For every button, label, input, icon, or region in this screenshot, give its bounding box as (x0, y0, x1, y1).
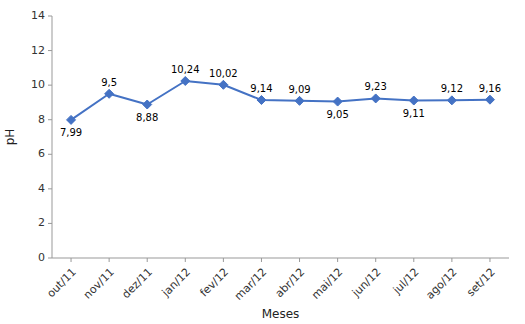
axes: 0 2 4 6 8 10 12 14 out/11nov/11dez/11jan/12fev/1… (31, 9, 509, 303)
data-label: 9,11 (403, 108, 425, 119)
plot-area (67, 76, 495, 124)
data-label: 9,12 (441, 83, 463, 94)
data-point (447, 96, 456, 105)
y-tick-label: 4 (38, 182, 45, 195)
x-tick (71, 258, 72, 262)
data-label: 9,23 (365, 81, 387, 92)
data-point (333, 97, 342, 106)
x-tick-label: jul/12 (390, 266, 422, 298)
y-tick (48, 85, 52, 86)
data-point (295, 96, 304, 105)
x-tick-label: abr/12 (273, 266, 308, 301)
data-label: 9,05 (326, 109, 348, 120)
x-tick-label: ago/12 (423, 266, 459, 302)
x-tick-label: mar/12 (232, 266, 269, 303)
data-labels: 7,99 9,5 8,88 10,24 10,02 9,14 9,09 9,05 9,23 9,1… (60, 64, 501, 138)
data-point (257, 96, 266, 105)
data-line (71, 81, 490, 120)
y-tick (48, 16, 52, 17)
y-tick-label: 2 (38, 216, 45, 229)
y-tick-label: 12 (31, 44, 45, 57)
data-label: 9,16 (479, 83, 501, 94)
data-point (485, 95, 494, 104)
x-tick (337, 258, 338, 262)
data-point (105, 89, 114, 98)
x-tick-label: jun/12 (349, 266, 383, 300)
x-tick (375, 258, 376, 262)
x-tick (147, 258, 148, 262)
data-point (181, 76, 190, 85)
data-point (143, 100, 152, 109)
y-axis-label: pH (3, 129, 17, 146)
data-label: 9,5 (101, 77, 117, 88)
y-tick-label: 10 (31, 78, 45, 91)
x-tick-label: dez/11 (119, 266, 155, 302)
y-tick (48, 50, 52, 51)
y-tick (48, 119, 52, 120)
x-axis-label: Meses (262, 307, 300, 321)
x-tick (413, 258, 414, 262)
x-tick (489, 258, 490, 262)
data-label: 9,09 (288, 84, 310, 95)
y-axis-line (52, 16, 53, 258)
chart-container: 0 2 4 6 8 10 12 14 out/11nov/11dez/11jan/12fev/1… (0, 0, 525, 324)
x-tick (109, 258, 110, 262)
x-axis-line (52, 258, 509, 259)
x-tick-label: out/11 (44, 266, 78, 300)
x-tick (451, 258, 452, 262)
x-tick-label: mai/12 (309, 266, 345, 302)
y-tick-label: 14 (31, 9, 45, 22)
x-tick-label: fev/12 (197, 266, 231, 300)
data-label: 10,24 (171, 64, 200, 75)
y-tick-label: 0 (38, 251, 45, 264)
data-point (409, 96, 418, 105)
data-label: 7,99 (60, 127, 82, 138)
data-point (67, 115, 76, 124)
y-tick-label: 6 (38, 147, 45, 160)
data-label: 8,88 (136, 112, 158, 123)
x-tick-label: set/12 (464, 266, 498, 300)
x-tick-label: nov/11 (81, 266, 117, 302)
data-point (219, 80, 228, 89)
y-tick (48, 154, 52, 155)
y-tick (48, 258, 52, 259)
chart-svg: 0 2 4 6 8 10 12 14 out/11nov/11dez/11jan/12fev/1… (0, 0, 525, 324)
data-label: 10,02 (209, 68, 238, 79)
x-tick (223, 258, 224, 262)
data-point (371, 94, 380, 103)
y-tick (48, 188, 52, 189)
x-tick (185, 258, 186, 262)
x-tick (261, 258, 262, 262)
data-label: 9,14 (250, 83, 272, 94)
y-tick-label: 8 (38, 113, 45, 126)
y-tick (48, 223, 52, 224)
x-tick (299, 258, 300, 262)
x-tick-label: jan/12 (159, 266, 193, 300)
